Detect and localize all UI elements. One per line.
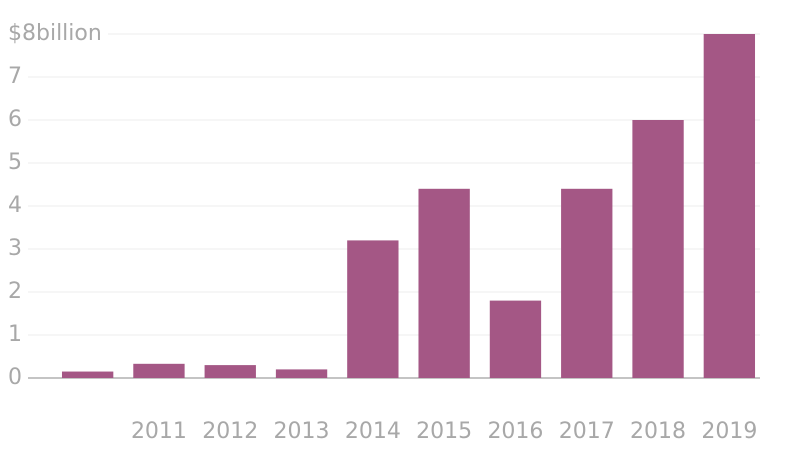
y-tick-label: 7: [8, 64, 22, 89]
x-tick-label: 2013: [274, 419, 330, 444]
y-tick-label: 2: [8, 279, 22, 304]
y-tick-label: $8billion: [8, 21, 102, 46]
y-tick-label: 0: [8, 365, 22, 390]
bar: [703, 34, 756, 378]
x-tick-label: 2018: [630, 419, 686, 444]
x-tick-label: 2015: [416, 419, 472, 444]
bar: [561, 188, 613, 378]
y-tick-label: 3: [8, 236, 22, 261]
x-tick-label: 2017: [559, 419, 615, 444]
bar: [133, 363, 185, 378]
bar: [61, 371, 114, 378]
bar: [347, 240, 399, 378]
x-tick-label: 2019: [701, 419, 757, 444]
y-tick-label: 4: [8, 193, 22, 218]
x-tick-label: 2011: [131, 419, 187, 444]
y-tick-label: 1: [8, 322, 22, 347]
x-tick-label: 2012: [202, 419, 258, 444]
bar: [275, 369, 328, 378]
bar: [204, 365, 256, 378]
x-tick-label: 2014: [345, 419, 401, 444]
x-tick-label: 2016: [487, 419, 543, 444]
bar: [418, 188, 470, 378]
y-tick-label: 5: [8, 150, 22, 175]
bar: [489, 300, 542, 378]
bar: [632, 120, 684, 378]
y-tick-label: 6: [8, 107, 22, 132]
